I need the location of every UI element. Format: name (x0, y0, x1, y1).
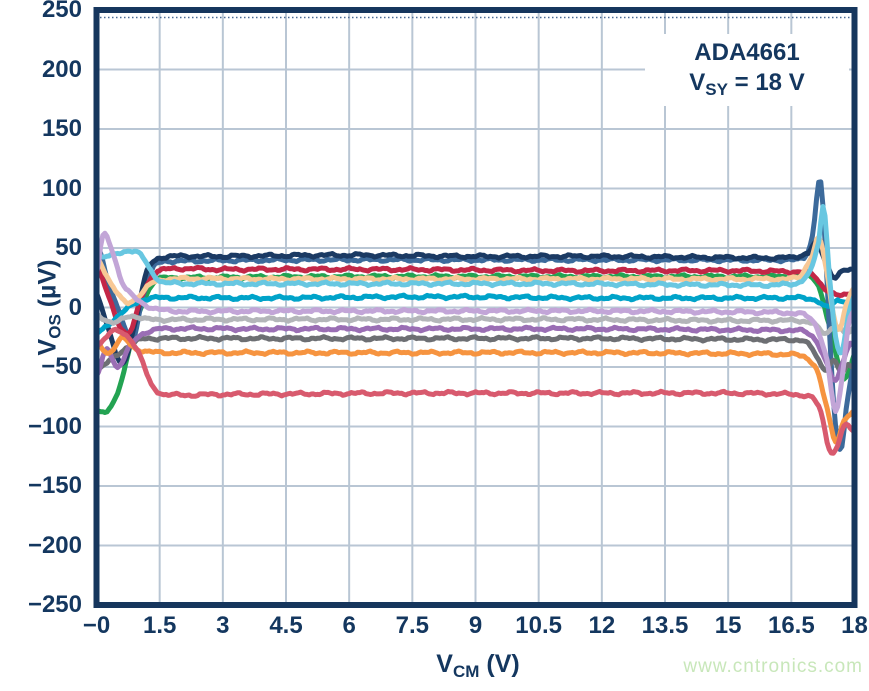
x-axis-title: VCM (V) (436, 650, 520, 681)
y-tick-label: 0 (68, 293, 82, 321)
x-tick-label: 16.5 (767, 612, 815, 639)
x-tick-label: 6 (342, 612, 356, 639)
x-tick-label: 9 (468, 612, 483, 639)
series-unit-rose (99, 326, 852, 456)
y-tick-label: −100 (27, 412, 82, 440)
series-unit-steelblue (99, 179, 852, 452)
series-unit-cyan (99, 292, 852, 335)
x-tick-label: 12 (588, 612, 616, 639)
x-tick-label: 13.5 (641, 612, 689, 639)
series-unit-crimson (99, 264, 852, 337)
y-tick-label: 200 (41, 55, 82, 83)
y-tick-label: 100 (41, 174, 82, 202)
y-tick-label: −250 (27, 591, 82, 618)
series-unit-purple (99, 324, 852, 383)
x-tick-label: 3 (216, 612, 230, 639)
annotation-box: ADA4661 VSY = 18 V (645, 34, 849, 106)
x-tick-label: 7.5 (395, 612, 430, 639)
y-tick-label: −150 (27, 472, 82, 499)
y-tick-label: −50 (41, 353, 82, 380)
y-tick-label: 150 (41, 115, 82, 142)
y-tick-label: −200 (27, 531, 82, 559)
series-unit-darkgray (99, 333, 852, 375)
x-tick-label: 15 (714, 612, 742, 639)
x-tick-label: −0 (82, 612, 111, 639)
x-tick-label: 10.5 (515, 612, 563, 639)
x-tick-label: 18 (841, 612, 868, 639)
y-tick-label: 250 (41, 0, 82, 23)
plot-border (93, 7, 858, 608)
series-unit-lightgray (99, 312, 852, 336)
series-unit-navy (99, 238, 852, 367)
y-tick-label: 50 (55, 234, 82, 261)
series-unit-lavender (99, 230, 852, 414)
x-tick-label: 1.5 (142, 612, 177, 639)
series-unit-sky (99, 204, 852, 356)
annotation-part-number: ADA4661 (694, 39, 800, 66)
x-tick-label: 4.5 (269, 612, 303, 639)
series-unit-orange (99, 334, 852, 445)
watermark: www.cntronics.com (683, 656, 863, 677)
y-axis-title: VOS (µV) (33, 259, 65, 356)
annotation-supply-voltage: VSY = 18 V (689, 69, 805, 99)
